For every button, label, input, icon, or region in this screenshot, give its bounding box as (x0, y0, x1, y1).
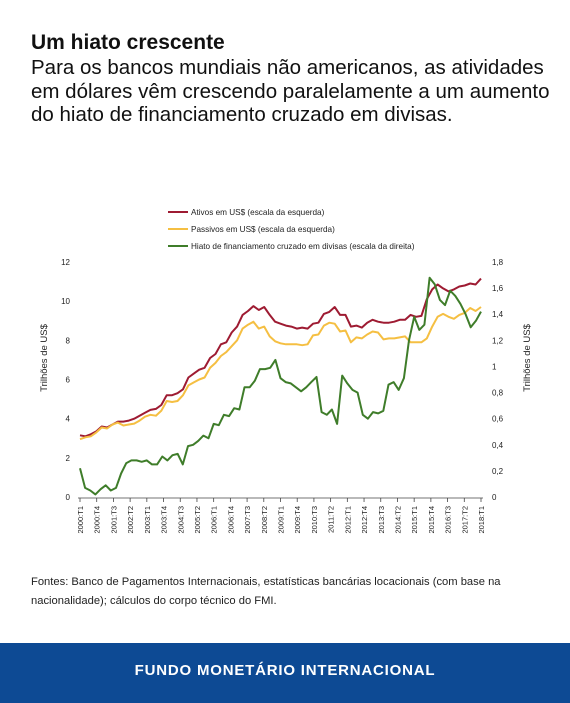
gap-line (79, 276, 482, 496)
plot-area (79, 276, 482, 496)
liabilities-line (79, 306, 482, 441)
x-tick-label: 2013:T3 (377, 506, 386, 534)
footer-bar: FUNDO MONETÁRIO INTERNACIONAL (0, 643, 570, 703)
y-tick-left-label: 2 (66, 454, 71, 463)
x-tick-label: 2001:T3 (109, 506, 118, 534)
y-tick-right-label: 1,2 (492, 336, 504, 345)
x-tick-label: 2006:T1 (210, 506, 219, 534)
x-tick-label: 2009:T4 (293, 506, 302, 534)
y-axis-label-right: Trilhões de US$ (522, 323, 533, 391)
y-tick-right-label: 1,4 (492, 310, 504, 319)
x-tick-label: 2015:T1 (410, 506, 419, 534)
legend-assets-label: Ativos em US$ (escala da esquerda) (191, 208, 325, 217)
axes: 0 2 4 6 8 10 12 0 0,2 0,4 0,6 0,8 1 1,2 1,4 1,6 1,8 2000:… (61, 258, 504, 534)
assets-line (79, 277, 482, 438)
x-tick-label: 2003:T1 (143, 506, 152, 534)
footer-label: FUNDO MONETÁRIO INTERNACIONAL (134, 662, 436, 679)
y-tick-left-label: 8 (66, 336, 71, 345)
x-tick-label: 2004:T3 (176, 506, 185, 534)
x-tick-label: 2012:T4 (360, 506, 369, 534)
x-tick-label: 2009:T1 (277, 506, 286, 534)
x-tick-label: 2006:T4 (226, 506, 235, 534)
x-tick-label: 2000:T4 (93, 506, 102, 534)
x-tick-label: 2002:T2 (126, 506, 135, 534)
x-tick-label: 2016:T3 (444, 506, 453, 534)
x-tick-label: 2007:T3 (243, 506, 252, 534)
y-tick-left-label: 12 (61, 258, 70, 267)
y-tick-right-label: 0,6 (492, 415, 504, 424)
y-tick-left-label: 4 (66, 415, 71, 424)
x-tick-label: 2018:T1 (477, 506, 486, 534)
x-tick-label: 2010:T3 (310, 506, 319, 534)
legend: Ativos em US$ (escala da esquerda) Passiv… (168, 208, 415, 251)
x-tick-label: 2015:T4 (427, 506, 436, 534)
line-chart: Ativos em US$ (escala da esquerda) Passiv… (39, 208, 533, 534)
y-tick-right-label: 1,8 (492, 258, 504, 267)
y-tick-right-label: 1 (492, 362, 497, 371)
x-tick-label: 2017:T2 (460, 506, 469, 534)
y-tick-left-label: 10 (61, 297, 70, 306)
x-tick-label: 2003:T4 (160, 506, 169, 534)
y-tick-left-label: 6 (66, 376, 71, 385)
y-tick-left-label: 0 (66, 493, 71, 502)
x-tick-label: 2005:T2 (193, 506, 202, 534)
chart-subtitle: Para os bancos mundiais não americanos, … (31, 56, 550, 126)
y-tick-right-label: 0,8 (492, 389, 504, 398)
x-tick-label: 2014:T2 (393, 506, 402, 534)
y-tick-right-label: 1,6 (492, 284, 504, 293)
source-note: Fontes: Banco de Pagamentos Internaciona… (31, 576, 501, 607)
x-tick-label: 2011:T2 (327, 506, 336, 533)
y-tick-right-label: 0,4 (492, 441, 504, 450)
y-tick-right-label: 0 (492, 493, 497, 502)
x-tick-label: 2012:T1 (343, 506, 352, 534)
legend-gap-label: Hiato de financiamento cruzado em divisa… (191, 242, 415, 251)
y-axis-label-left: Trilhões de US$ (39, 323, 50, 391)
chart-title: Um hiato crescente (31, 31, 225, 54)
y-tick-right-label: 0,2 (492, 467, 504, 476)
x-tick-label: 2008:T2 (260, 506, 269, 534)
x-tick-label: 2000:T1 (76, 506, 85, 534)
legend-liabilities-label: Passivos em US$ (escala da esquerda) (191, 225, 335, 234)
